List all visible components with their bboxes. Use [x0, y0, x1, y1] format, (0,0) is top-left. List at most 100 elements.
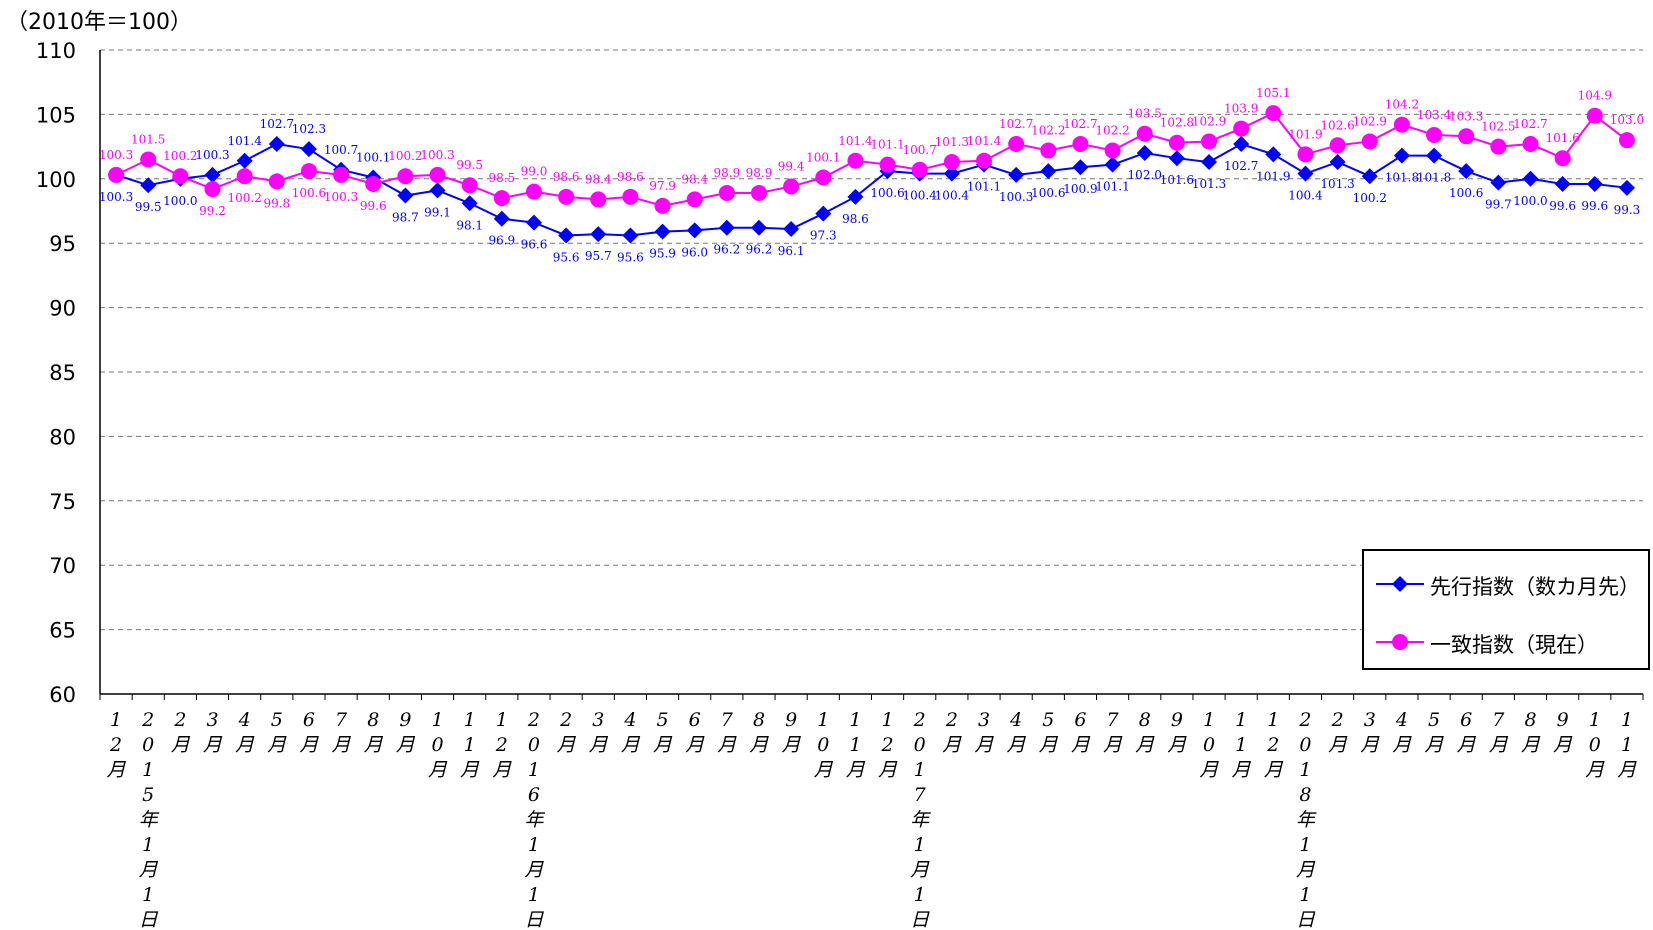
data-point-coincident: [1618, 132, 1635, 149]
data-label-leading: 100.3: [99, 190, 133, 204]
data-point-leading: [558, 227, 575, 244]
data-label-coincident: 102.7: [999, 117, 1033, 131]
data-label-coincident: 100.3: [420, 148, 454, 162]
data-point-leading: [750, 219, 767, 236]
data-point-leading: [718, 219, 735, 236]
data-label-leading: 101.6: [1160, 173, 1194, 187]
data-point-coincident: [750, 184, 767, 201]
data-label-coincident: 98.4: [681, 172, 708, 186]
data-label-leading: 96.2: [713, 243, 740, 257]
data-point-leading: [1168, 150, 1185, 167]
data-point-leading: [1393, 147, 1410, 164]
data-point-coincident: [558, 188, 575, 205]
data-label-leading: 99.5: [135, 200, 162, 214]
data-label-coincident: 100.3: [99, 148, 133, 162]
data-label-leading: 102.7: [1224, 159, 1258, 173]
data-point-leading: [1008, 166, 1025, 183]
data-point-coincident: [1361, 133, 1378, 150]
data-point-coincident: [1265, 105, 1282, 122]
data-point-coincident: [461, 177, 478, 194]
data-label-leading: 99.7: [1485, 198, 1512, 212]
data-point-leading: [140, 177, 157, 194]
data-label-coincident: 98.9: [713, 166, 740, 180]
data-point-leading: [1201, 154, 1218, 171]
data-label-leading: 101.1: [1095, 180, 1129, 194]
data-point-coincident: [879, 156, 896, 173]
data-label-leading: 95.7: [585, 249, 612, 263]
data-label-coincident: 99.8: [263, 196, 290, 210]
data-point-coincident: [1104, 142, 1121, 159]
data-point-coincident: [1297, 146, 1314, 163]
data-label-leading: 96.6: [521, 238, 548, 252]
data-point-coincident: [1233, 120, 1250, 137]
data-point-coincident: [1168, 134, 1185, 151]
data-label-leading: 101.8: [1385, 171, 1419, 185]
y-tick-label: 65: [49, 619, 76, 643]
data-point-coincident: [1522, 136, 1539, 153]
data-point-coincident: [1072, 136, 1089, 153]
data-label-leading: 100.3: [195, 148, 229, 162]
data-label-leading: 100.0: [163, 194, 197, 208]
data-point-leading: [654, 223, 671, 240]
data-label-coincident: 98.6: [553, 170, 580, 184]
y-tick-label: 110: [36, 39, 76, 63]
data-label-coincident: 99.0: [521, 165, 548, 179]
data-label-leading: 100.2: [1353, 191, 1387, 205]
data-label-leading: 99.1: [424, 205, 451, 219]
data-label-coincident: 103.0: [1610, 113, 1644, 127]
data-label-leading: 96.9: [488, 234, 515, 248]
data-point-coincident: [1490, 138, 1507, 155]
data-label-coincident: 101.5: [131, 132, 165, 146]
data-label-leading: 97.3: [810, 229, 837, 243]
legend-label-coincident: 一致指数（現在）: [1430, 633, 1598, 657]
data-label-coincident: 103.4: [1417, 108, 1452, 122]
data-point-leading: [1458, 163, 1475, 180]
data-point-coincident: [1201, 133, 1218, 150]
data-label-leading: 100.1: [356, 151, 390, 165]
data-point-coincident: [365, 175, 382, 192]
data-point-leading: [397, 187, 414, 204]
y-tick-label: 105: [36, 103, 76, 127]
data-point-coincident: [654, 197, 671, 214]
data-label-leading: 96.0: [681, 245, 708, 259]
data-point-leading: [686, 222, 703, 239]
data-label-coincident: 102.9: [1192, 114, 1226, 128]
y-axis-unit-label: （2010年＝100）: [6, 10, 192, 35]
data-label-leading: 100.4: [935, 189, 970, 203]
data-point-leading: [622, 227, 639, 244]
data-label-leading: 100.4: [903, 189, 938, 203]
data-label-coincident: 101.4: [838, 134, 873, 148]
data-point-leading: [943, 165, 960, 182]
data-point-coincident: [1586, 107, 1603, 124]
data-label-coincident: 98.4: [585, 172, 612, 186]
data-label-coincident: 101.1: [870, 138, 904, 152]
data-point-leading: [1297, 165, 1314, 182]
data-label-leading: 101.1: [967, 180, 1001, 194]
data-point-leading: [1072, 159, 1089, 176]
data-point-leading: [590, 226, 607, 243]
y-tick-label: 75: [49, 490, 76, 514]
data-label-leading: 95.6: [617, 250, 644, 264]
data-label-coincident: 103.9: [1224, 102, 1258, 116]
data-point-coincident: [236, 168, 253, 185]
data-label-leading: 96.1: [778, 244, 805, 258]
